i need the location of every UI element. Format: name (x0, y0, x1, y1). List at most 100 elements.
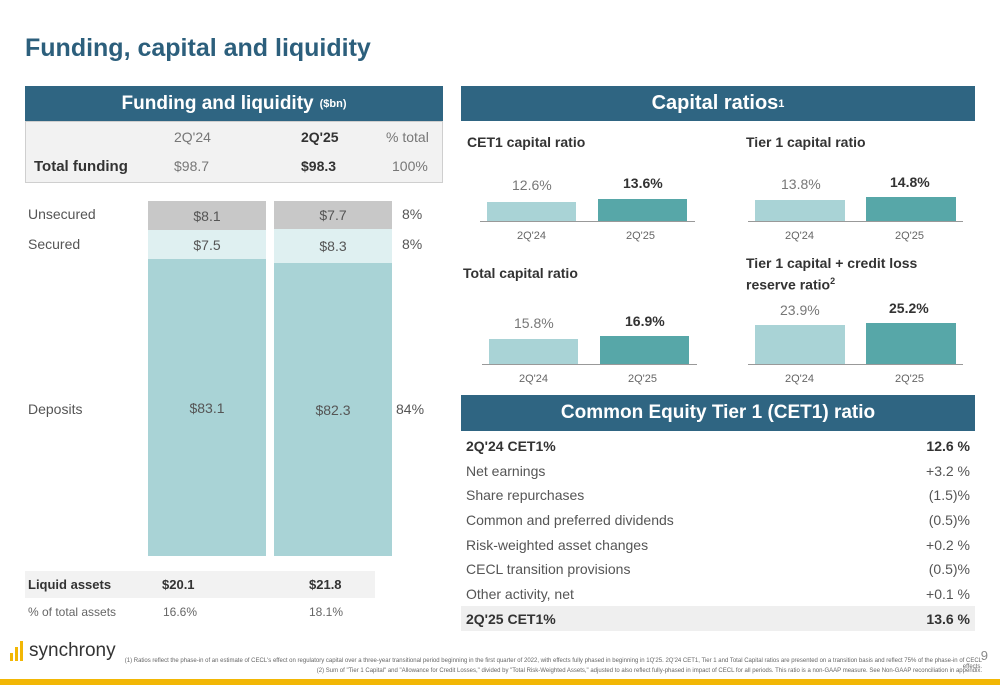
tier1-2q25-bar (866, 197, 956, 221)
pct-total-assets-2q24: 16.6% (163, 605, 198, 619)
total-funding-label: Total funding (34, 158, 128, 175)
bar-2q24-unsecured: $8.1 (148, 201, 266, 230)
footnote-2: (2) Sum of "Tier 1 Capital" and "Allowan… (316, 668, 982, 674)
bar-2q24-secured: $7.5 (148, 230, 266, 259)
cet1-walk-header: Common Equity Tier 1 (CET1) ratio (461, 395, 975, 431)
page-number: 9 (980, 648, 988, 663)
liquid-assets-row (25, 571, 375, 598)
brand-name: synchrony (29, 640, 116, 661)
total-capital-chart-title: Total capital ratio (463, 265, 578, 281)
cet1-row-label: 2Q'24 CET1% (466, 437, 556, 454)
bar-2q25: $7.7 $8.3 $82.3 (274, 201, 392, 556)
cet1-row-value: (0.5)% (928, 511, 970, 528)
funding-header-label: Funding and liquidity (121, 92, 314, 114)
total-capital-2q25-bar (600, 336, 689, 364)
pct-total-assets-2q25: 18.1% (309, 605, 344, 619)
capital-ratios-footnote-ref: 1 (778, 97, 785, 110)
capital-ratios-header: Capital ratios 1 (461, 86, 975, 121)
tier1-clr-xlabel-2q25: 2Q'25 (895, 373, 925, 385)
cet1-row-value: +0.2 % (926, 536, 970, 553)
cet1-row-net-earnings: Net earnings +3.2 % (461, 458, 975, 483)
cet1-row-dividends: Common and preferred dividends (0.5)% (461, 507, 975, 532)
total-capital-axis (482, 364, 697, 365)
tier1-chart-title: Tier 1 capital ratio (746, 134, 866, 150)
bottom-stripe (0, 679, 1000, 685)
row-label-secured: Secured (28, 236, 81, 252)
row-label-unsecured: Unsecured (28, 206, 96, 222)
tier1-clr-axis (748, 364, 963, 365)
funding-total-table: 2Q'24 2Q'25 % total Total funding $98.7 … (25, 121, 443, 183)
total-capital-xlabel-2q25: 2Q'25 (628, 373, 658, 385)
cet1-row-value: 12.6 % (926, 437, 970, 454)
pct-deposits: 84% (396, 401, 425, 417)
tier1-clr-2q25-value: 25.2% (889, 300, 929, 316)
tier1-2q24-value: 13.8% (781, 176, 821, 192)
page-title: Funding, capital and liquidity (25, 34, 371, 62)
tier1-xlabel-2q24: 2Q'24 (785, 230, 815, 242)
tier1-xlabel-2q25: 2Q'25 (895, 230, 925, 242)
pct-total-assets-label: % of total assets (28, 605, 117, 619)
col-2q24: 2Q'24 (174, 129, 211, 145)
col-2q25: 2Q'25 (301, 129, 339, 145)
total-capital-xlabel-2q24: 2Q'24 (519, 373, 549, 385)
tier1-clr-chart-title-line2: reserve ratio2 (746, 276, 835, 293)
cet1-2q25-bar (598, 199, 687, 221)
funding-header: Funding and liquidity ($bn) (25, 86, 443, 121)
col-pct-total: % total (386, 129, 429, 145)
liquid-assets-2q24: $20.1 (162, 577, 195, 592)
cet1-row-label: Risk-weighted asset changes (466, 536, 649, 553)
pct-secured: 8% (402, 236, 423, 252)
cet1-row-other: Other activity, net +0.1 % (461, 581, 975, 606)
bar-2q24: $8.1 $7.5 $83.1 (148, 201, 266, 556)
tier1-clr-2q24-value: 23.9% (780, 302, 820, 318)
total-capital-2q25-value: 16.9% (625, 313, 665, 329)
total-funding-2q24: $98.7 (174, 158, 210, 174)
tier1-clr-footnote-ref: 2 (830, 276, 836, 286)
cet1-2q24-bar (487, 202, 576, 221)
cet1-chart-title: CET1 capital ratio (467, 134, 586, 150)
liquid-assets-2q25: $21.8 (309, 577, 342, 592)
cet1-row-label: Share repurchases (466, 486, 585, 503)
cet1-row-label: Other activity, net (466, 585, 574, 602)
cet1-row-2q24: 2Q'24 CET1% 12.6 % (461, 433, 975, 458)
funding-header-unit: ($bn) (319, 97, 347, 110)
cet1-row-value: (0.5)% (928, 560, 970, 577)
bar-2q24-deposits: $83.1 (148, 259, 266, 556)
row-label-deposits: Deposits (28, 401, 83, 417)
total-capital-2q24-bar (489, 339, 578, 364)
cet1-2q25-value: 13.6% (623, 175, 663, 191)
tier1-clr-title-part2: reserve ratio (746, 276, 831, 293)
tier1-clr-2q25-bar (866, 323, 956, 364)
bar-2q25-secured: $8.3 (274, 229, 392, 263)
pct-unsecured: 8% (402, 206, 423, 222)
synchrony-logo-icon (10, 641, 25, 661)
cet1-row-value: 13.6 % (926, 610, 970, 627)
cet1-row-cecl: CECL transition provisions (0.5)% (461, 556, 975, 581)
cet1-row-value: (1.5)% (928, 486, 970, 503)
footnote-1: (1) Ratios reflect the phase-in of an es… (124, 658, 982, 670)
capital-ratios-header-label: Capital ratios (651, 92, 779, 114)
cet1-row-2q25: 2Q'25 CET1% 13.6 % (461, 606, 975, 631)
cet1-axis (480, 221, 695, 222)
tier1-clr-chart-title: Tier 1 capital + credit loss (746, 255, 918, 271)
synchrony-logo: synchrony (10, 640, 116, 662)
liquid-assets-label: Liquid assets (28, 577, 112, 592)
total-capital-2q24-value: 15.8% (514, 315, 554, 331)
bar-2q25-deposits: $82.3 (274, 263, 392, 556)
tier1-2q24-bar (755, 200, 845, 221)
cet1-row-share-repurchases: Share repurchases (1.5)% (461, 482, 975, 507)
cet1-2q24-value: 12.6% (512, 177, 552, 193)
cet1-row-label: Common and preferred dividends (466, 511, 674, 528)
cet1-row-rwa-changes: Risk-weighted asset changes +0.2 % (461, 532, 975, 557)
cet1-row-value: +0.1 % (926, 585, 970, 602)
tier1-axis (748, 221, 963, 222)
bar-2q25-unsecured: $7.7 (274, 201, 392, 229)
tier1-clr-xlabel-2q24: 2Q'24 (785, 373, 815, 385)
tier1-2q25-value: 14.8% (890, 174, 930, 190)
total-funding-2q25: $98.3 (301, 158, 337, 174)
tier1-clr-2q24-bar (755, 325, 845, 364)
cet1-xlabel-2q24: 2Q'24 (517, 230, 547, 242)
cet1-row-label: 2Q'25 CET1% (466, 610, 556, 627)
cet1-row-label: CECL transition provisions (466, 560, 631, 577)
cet1-xlabel-2q25: 2Q'25 (626, 230, 656, 242)
